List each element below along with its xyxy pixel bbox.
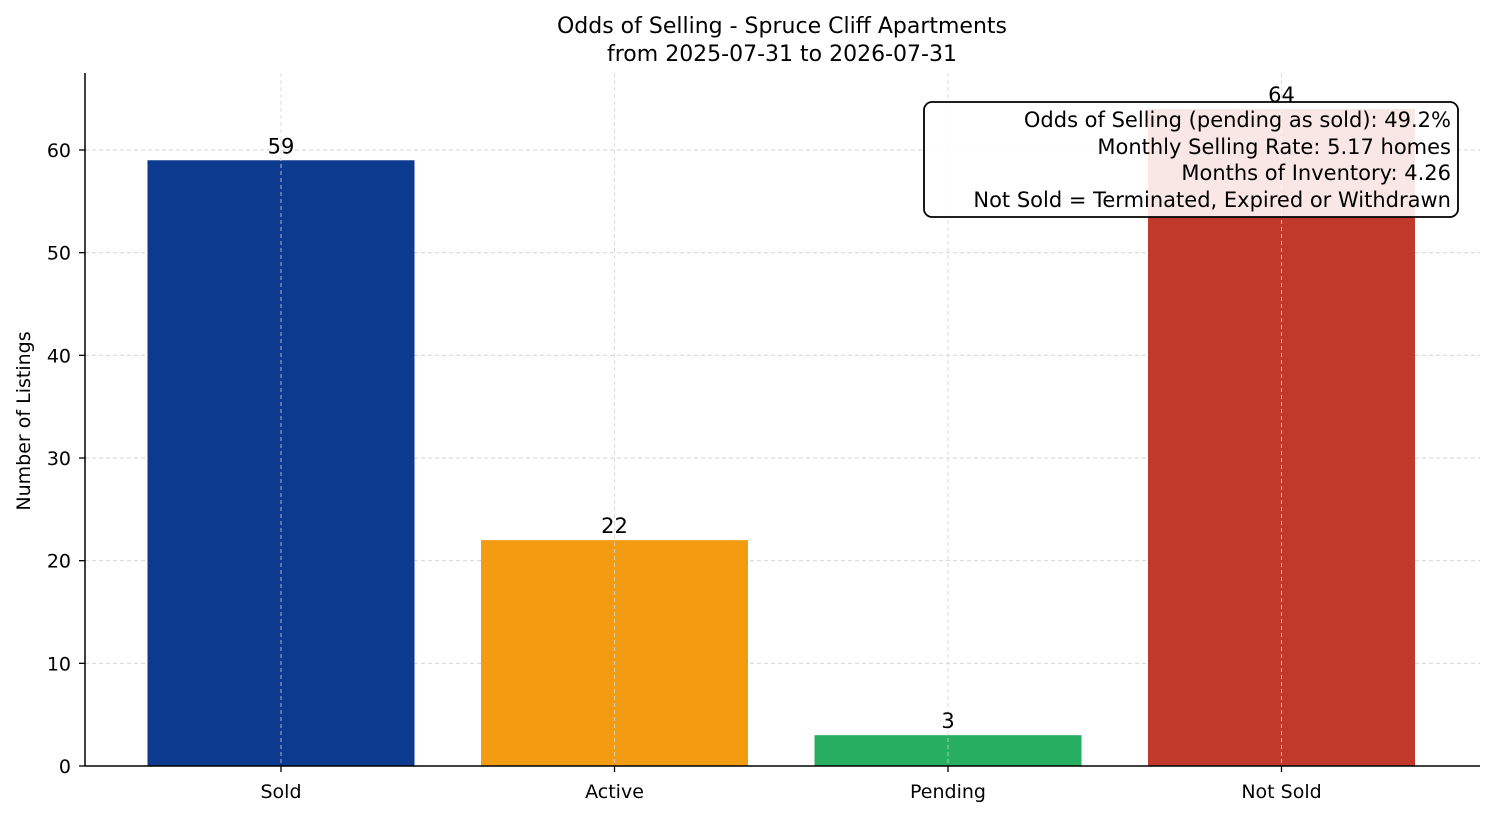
- y-tick-label: 20: [47, 551, 71, 573]
- info-box-frame: [923, 101, 1459, 218]
- x-ticks: Sold Active Pending Not Sold: [260, 766, 1322, 803]
- y-tick-label: 40: [47, 345, 71, 367]
- x-tick-label: Sold: [260, 781, 301, 803]
- chart-title: Odds of Selling - Spruce Cliff Apartment…: [557, 14, 1007, 39]
- y-axis-label: Number of Listings: [13, 331, 35, 510]
- bar-sold: [147, 160, 415, 766]
- info-line-not-sold-note: Not Sold = Terminated, Expired or Withdr…: [973, 188, 1451, 212]
- y-tick-label: 10: [47, 653, 71, 675]
- data-label: 3: [941, 709, 954, 733]
- x-tick-label: Not Sold: [1241, 781, 1321, 803]
- y-tick-label: 0: [59, 756, 71, 778]
- data-label: 59: [268, 134, 295, 158]
- info-line-odds: Odds of Selling (pending as sold): 49.2%: [1024, 108, 1451, 132]
- info-line-inventory: Months of Inventory: 4.26: [1181, 161, 1451, 185]
- y-tick-label: 60: [47, 140, 71, 162]
- y-tick-label: 30: [47, 448, 71, 470]
- chart-subtitle: from 2025-07-31 to 2026-07-31: [607, 42, 957, 67]
- x-tick-label: Pending: [910, 781, 986, 803]
- y-tick-label: 50: [47, 243, 71, 265]
- axes: [84, 73, 1480, 767]
- y-ticks: 0 10 20 30 40 50 60: [47, 140, 85, 778]
- x-tick-label: Active: [585, 781, 644, 803]
- info-box: Odds of Selling (pending as sold): 49.2%…: [923, 101, 1459, 218]
- data-label: 22: [601, 514, 628, 538]
- info-line-rate: Monthly Selling Rate: 5.17 homes: [1097, 135, 1451, 159]
